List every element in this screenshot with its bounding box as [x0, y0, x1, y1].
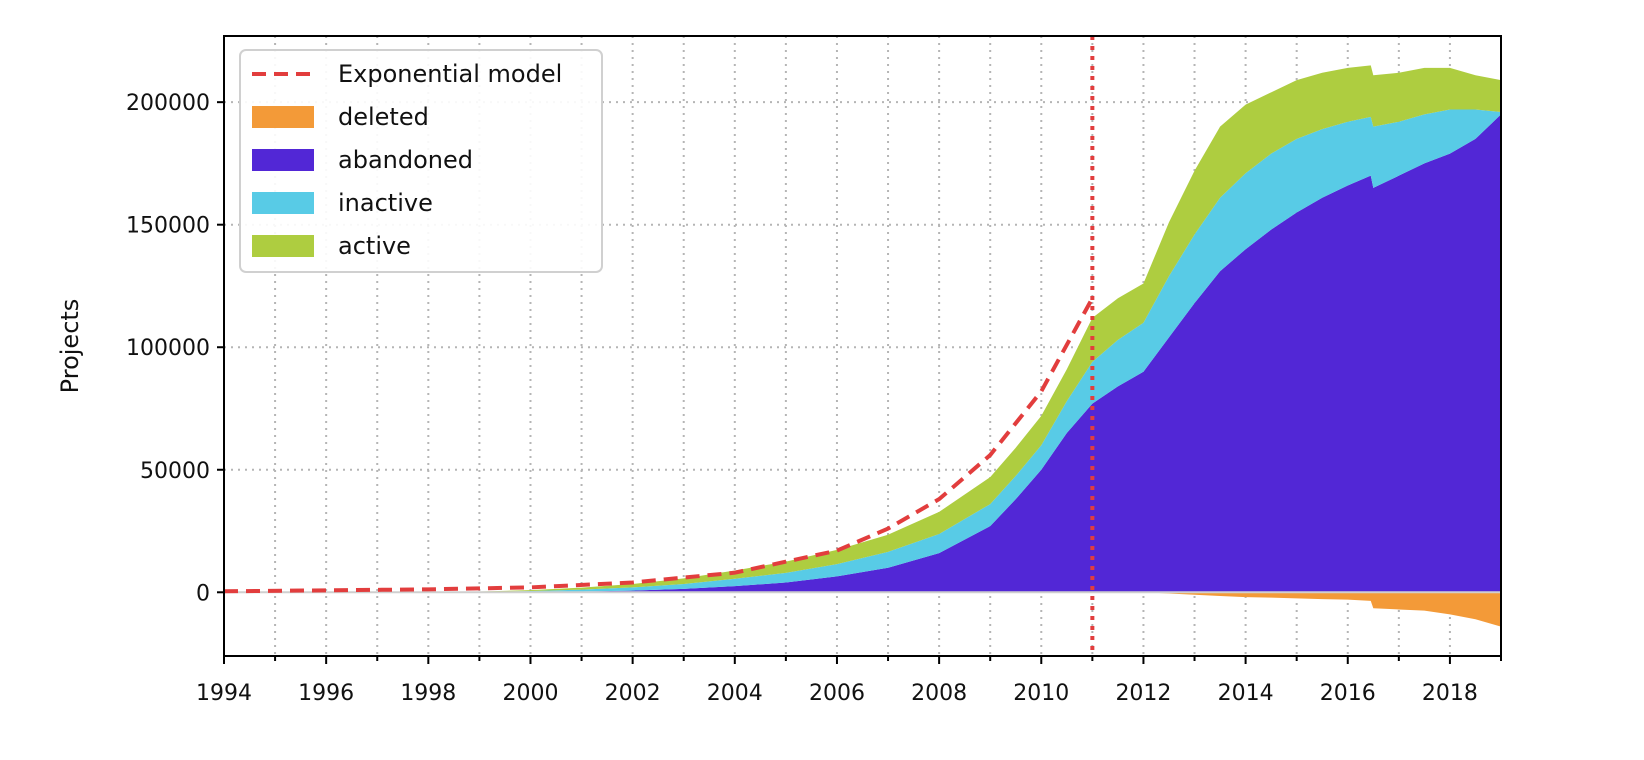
x-tick-label-2018: 2018 — [1422, 681, 1478, 706]
exponential-model-line — [224, 297, 1095, 594]
legend-label-model: Exponential model — [338, 60, 562, 88]
x-tick-label-2016: 2016 — [1320, 681, 1376, 706]
x-tick-label-2006: 2006 — [809, 681, 865, 706]
legend-swatch-inactive — [252, 192, 314, 214]
legend-swatch-active — [252, 235, 314, 257]
area-layers — [224, 65, 1501, 627]
x-tick-label-2010: 2010 — [1013, 681, 1069, 706]
x-tick-label-2012: 2012 — [1115, 681, 1171, 706]
x-tick-label-1994: 1994 — [196, 681, 252, 706]
area-deleted — [224, 592, 1501, 627]
x-tick-label-2000: 2000 — [502, 681, 558, 706]
x-axis: 1994 1996 1998 2000 2002 2004 2006 2008 2010 2012… — [196, 656, 1502, 706]
y-tick-label-0: 0 — [196, 581, 210, 606]
legend-label-deleted: deleted — [338, 103, 429, 131]
area-inactive — [224, 109, 1501, 593]
legend-label-inactive: inactive — [338, 189, 433, 217]
legend-label-active: active — [338, 232, 411, 260]
legend: Exponential model deleted abandoned inactiv… — [239, 49, 603, 273]
y-tick-label-100000: 100000 — [126, 336, 210, 361]
y-axis-title: Projects — [56, 299, 84, 394]
y-tick-label-150000: 150000 — [126, 214, 210, 239]
legend-swatch-deleted — [252, 106, 314, 128]
plot-frame — [223, 35, 1502, 657]
x-tick-label-2008: 2008 — [911, 681, 967, 706]
y-tick-label-50000: 50000 — [140, 459, 210, 484]
x-tick-label-2002: 2002 — [605, 681, 661, 706]
legend-label-abandoned: abandoned — [338, 146, 473, 174]
y-axis: 0 50000 100000 150000 200000 — [126, 91, 224, 606]
y-tick-label-200000: 200000 — [126, 91, 210, 116]
legend-swatch-abandoned — [252, 149, 314, 171]
x-tick-label-1998: 1998 — [400, 681, 456, 706]
x-tick-label-1996: 1996 — [298, 681, 354, 706]
area-abandoned — [224, 114, 1501, 593]
x-tick-label-2004: 2004 — [707, 681, 763, 706]
exponential-model-layer — [224, 297, 1095, 594]
legend-box — [239, 49, 603, 273]
area-active — [224, 65, 1501, 593]
x-tick-label-2014: 2014 — [1218, 681, 1274, 706]
